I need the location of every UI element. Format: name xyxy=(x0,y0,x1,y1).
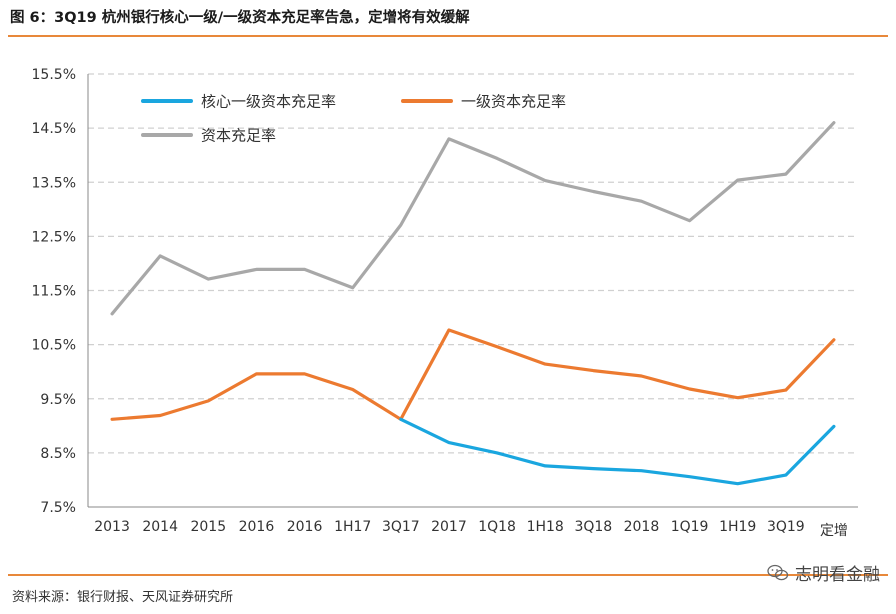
y-tick-label: 15.5% xyxy=(32,67,76,83)
axes: 7.5% 8.5% 9.5% 10.5% 11.5% 12.5% 13.5% 14.5% 15.… xyxy=(32,67,858,539)
watermark: 志明看金融 xyxy=(767,560,880,585)
x-tick-label: 1Q19 xyxy=(671,519,709,535)
x-tick-label: 1H17 xyxy=(334,519,371,535)
x-tick-label: 定增 xyxy=(820,523,848,539)
y-tick-label: 10.5% xyxy=(32,338,76,354)
x-tick-label: 2015 xyxy=(190,519,226,535)
y-tick-label: 8.5% xyxy=(40,446,76,462)
legend-label: 资本充足率 xyxy=(201,127,276,145)
watermark-text: 志明看金融 xyxy=(795,565,880,585)
gridlines xyxy=(88,73,858,454)
y-tick-label: 13.5% xyxy=(32,175,76,191)
y-tick-label: 11.5% xyxy=(32,284,76,300)
x-tick-label: 1H18 xyxy=(527,519,564,535)
source-note: 资料来源：银行财报、天风证券研究所 xyxy=(12,590,234,605)
bottom-divider xyxy=(8,574,888,576)
top-divider xyxy=(8,35,888,37)
chart-title: 图 6：3Q19 杭州银行核心一级/一级资本充足率告急，定增将有效缓解 xyxy=(10,10,470,26)
y-tick-label: 12.5% xyxy=(32,229,76,245)
x-tick-label: 2014 xyxy=(142,519,178,535)
legend-label: 核心一级资本充足率 xyxy=(201,93,336,111)
line-chart: 7.5% 8.5% 9.5% 10.5% 11.5% 12.5% 13.5% 14.5% 15.… xyxy=(32,67,858,539)
x-tick-label: 1Q18 xyxy=(478,519,516,535)
x-tick-label: 2013 xyxy=(94,519,130,535)
series-line-0 xyxy=(399,417,836,486)
y-tick-label: 14.5% xyxy=(32,121,76,137)
x-tick-label: 2018 xyxy=(624,519,660,535)
y-tick-label: 9.5% xyxy=(40,392,76,408)
x-tick-label: 2016 xyxy=(239,519,275,535)
series-line-2 xyxy=(110,121,836,316)
series-line-1 xyxy=(110,328,836,421)
series-lines xyxy=(110,121,836,486)
x-tick-label: 3Q18 xyxy=(574,519,612,535)
x-tick-label: 1H19 xyxy=(719,519,756,535)
legend-label: 一级资本充足率 xyxy=(461,93,566,111)
x-tick-label: 2016 xyxy=(287,519,323,535)
y-tick-label: 7.5% xyxy=(40,500,76,516)
wechat-icon xyxy=(767,564,789,580)
x-tick-label: 3Q19 xyxy=(767,519,805,535)
x-tick-label: 3Q17 xyxy=(382,519,420,535)
x-tick-label: 2017 xyxy=(431,519,467,535)
